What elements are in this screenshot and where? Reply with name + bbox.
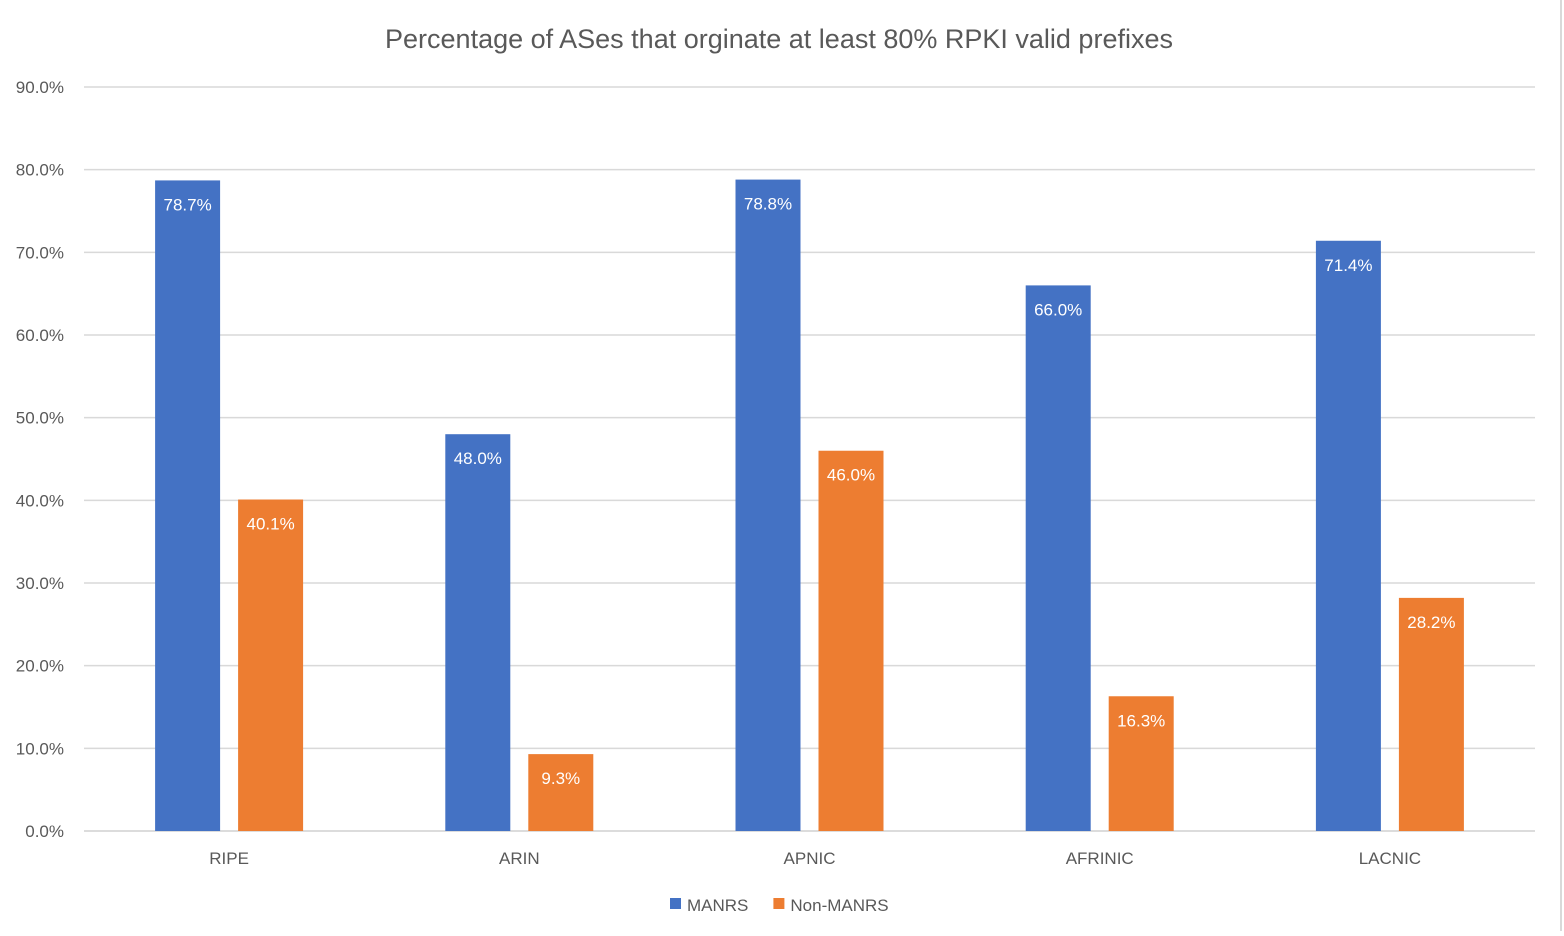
data-label: 16.3% — [1117, 711, 1165, 730]
bar-manrs-apnic — [735, 179, 801, 831]
legend-swatch — [670, 898, 681, 909]
bar-non-manrs-afrinic — [1108, 696, 1174, 831]
y-tick-label: 90.0% — [16, 78, 64, 97]
x-tick-label: AFRINIC — [1066, 849, 1134, 868]
bar-manrs-lacnic — [1315, 240, 1381, 831]
data-label: 78.7% — [163, 195, 211, 214]
bars: 78.7% 40.1% 48.0% 9.3% 78.8% 46.0% 66.0% 16.3% 7… — [155, 179, 1464, 831]
y-tick-label: 50.0% — [16, 409, 64, 428]
y-tick-label: 10.0% — [16, 739, 64, 758]
y-axis-ticks: 0.0% 10.0% 20.0% 30.0% 40.0% 50.0% 60.0% 70.0% 8… — [16, 78, 64, 841]
bar-non-manrs-apnic — [818, 450, 884, 831]
x-axis-ticks: RIPE ARIN APNIC AFRINIC LACNIC — [209, 849, 1421, 868]
bar-manrs-afrinic — [1025, 285, 1091, 831]
data-label: 40.1% — [246, 515, 294, 534]
x-tick-label: ARIN — [499, 849, 540, 868]
data-label: 48.0% — [454, 449, 502, 468]
bar-non-manrs-arin — [528, 754, 594, 831]
x-tick-label: APNIC — [784, 849, 836, 868]
y-tick-label: 30.0% — [16, 574, 64, 593]
y-tick-label: 60.0% — [16, 326, 64, 345]
legend: MANRS Non-MANRS — [670, 896, 889, 915]
legend-label: MANRS — [687, 896, 748, 915]
y-tick-label: 0.0% — [25, 822, 64, 841]
chart-border — [1560, 0, 1562, 931]
y-tick-label: 80.0% — [16, 161, 64, 180]
data-label: 78.8% — [744, 195, 792, 214]
data-label: 9.3% — [541, 769, 580, 788]
bar-manrs-arin — [445, 434, 511, 831]
data-label: 71.4% — [1324, 256, 1372, 275]
data-label: 46.0% — [827, 466, 875, 485]
y-tick-label: 40.0% — [16, 491, 64, 510]
bar-non-manrs-lacnic — [1398, 597, 1464, 831]
data-label: 28.2% — [1407, 613, 1455, 632]
y-tick-label: 20.0% — [16, 657, 64, 676]
gridlines — [84, 86, 1535, 832]
data-label: 66.0% — [1034, 300, 1082, 319]
chart-title: Percentage of ASes that orginate at leas… — [385, 24, 1173, 54]
legend-label: Non-MANRS — [790, 896, 888, 915]
legend-swatch — [773, 898, 785, 909]
x-tick-label: LACNIC — [1359, 849, 1421, 868]
y-tick-label: 70.0% — [16, 243, 64, 262]
bar-manrs-ripe — [155, 180, 221, 831]
x-tick-label: RIPE — [209, 849, 249, 868]
bar-non-manrs-ripe — [238, 499, 304, 831]
